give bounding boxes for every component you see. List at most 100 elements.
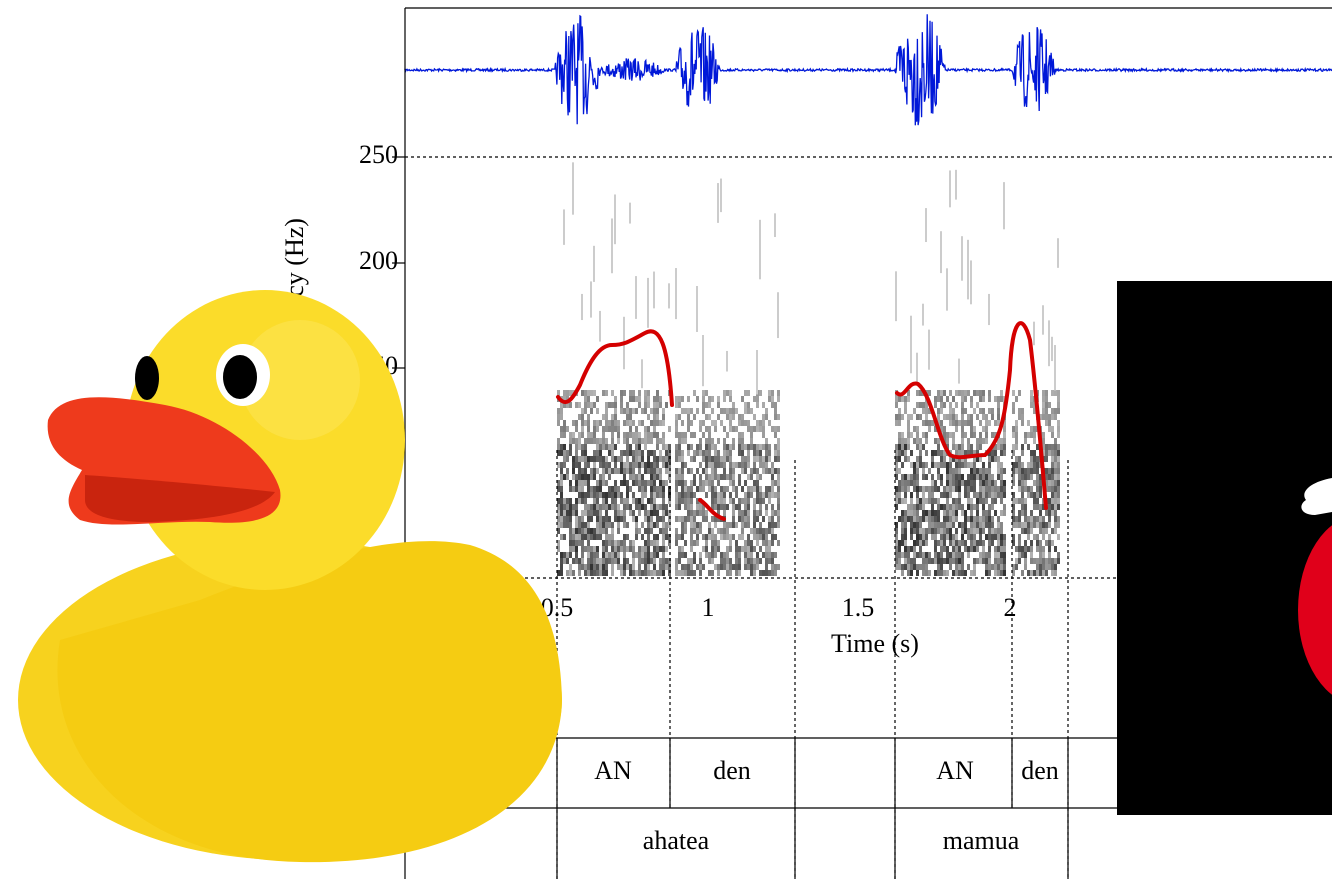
spectrogram-cell [925, 438, 928, 444]
spectrogram-cell [678, 492, 681, 498]
spectrogram-cell [735, 558, 738, 564]
spectrogram-cell [569, 540, 572, 546]
spectrogram-cell [973, 432, 976, 438]
spectrogram-cell [723, 558, 726, 564]
spectrogram-cell [1051, 432, 1054, 438]
spectrogram-cell [747, 522, 750, 528]
spectrogram-cell [678, 558, 681, 564]
spectrogram-cell [653, 546, 656, 552]
spectrogram-cell [922, 486, 925, 492]
spectrogram-cell [771, 396, 774, 402]
spectrogram-cell [729, 462, 732, 468]
spectrogram-cell [928, 558, 931, 564]
spectrogram-cell [952, 540, 955, 546]
spectrogram-cell [922, 528, 925, 534]
spectrogram-cell [759, 510, 762, 516]
spectrogram-cell [638, 474, 641, 480]
spectrogram-cell [958, 498, 961, 504]
spectrogram-cell [934, 546, 937, 552]
spectrogram-cell [985, 468, 988, 474]
spectrogram-cell [753, 564, 756, 570]
spectrogram-cell [566, 558, 569, 564]
spectrogram-cell [665, 456, 668, 462]
spectrogram-cell [759, 456, 762, 462]
spectrogram-cell [632, 552, 635, 558]
spectrogram-cell [777, 414, 780, 420]
spectrogram-cell [629, 468, 632, 474]
spectrogram-cell [662, 558, 665, 564]
spectrogram-cell [1000, 534, 1003, 540]
spectrogram-cell [720, 462, 723, 468]
spectrogram-cell [705, 450, 708, 456]
spectrogram-cell [557, 504, 560, 510]
spectrogram-cell [934, 426, 937, 432]
spectrogram-cell [1045, 570, 1048, 576]
spectrogram-cell [599, 528, 602, 534]
spectrogram-cell [641, 522, 644, 528]
spectrogram-cell [656, 408, 659, 414]
spectrogram-cell [1042, 432, 1045, 438]
spectrogram-cell [690, 570, 693, 576]
spectrogram-cell [614, 462, 617, 468]
spectrogram-cell [605, 534, 608, 540]
spectrogram-cell [1012, 564, 1015, 570]
spectrogram-cell [566, 450, 569, 456]
spectrogram-cell [994, 420, 997, 426]
spectrogram-cell [675, 450, 678, 456]
spectrogram-cell [708, 456, 711, 462]
spectrogram-cell [994, 456, 997, 462]
spectrogram-cell [1000, 564, 1003, 570]
spectrogram-cell [759, 504, 762, 510]
spectrogram-cell [665, 462, 668, 468]
spectrogram-cell [997, 402, 1000, 408]
spectrogram-cell [656, 432, 659, 438]
spectrogram-cell [768, 420, 771, 426]
spectrogram-cell [593, 570, 596, 576]
spectrogram-cell [979, 498, 982, 504]
spectrogram-cell [708, 558, 711, 564]
spectrogram-cell [720, 552, 723, 558]
spectrogram-cell [602, 528, 605, 534]
spectrogram-cell [681, 522, 684, 528]
spectrogram-cell [572, 504, 575, 510]
spectrogram-cell [1054, 390, 1057, 396]
spectrogram-cell [747, 504, 750, 510]
spectrogram-cell [578, 456, 581, 462]
spectrogram-cell [994, 480, 997, 486]
spectrogram-cell [904, 528, 907, 534]
spectrogram-cell [620, 498, 623, 504]
spectrogram-cell [696, 564, 699, 570]
spectrogram-cell [569, 528, 572, 534]
spectrogram-cell [1003, 510, 1006, 516]
spectrogram-cell [1018, 558, 1021, 564]
spectrogram-cell [699, 486, 702, 492]
spectrogram-cell [982, 414, 985, 420]
spectrogram-cell [563, 474, 566, 480]
spectrogram-cell [762, 540, 765, 546]
spectrogram-cell [1018, 498, 1021, 504]
spectrogram-cell [729, 408, 732, 414]
spectrogram-cell [1057, 426, 1060, 432]
spectrogram-cell [587, 390, 590, 396]
spectrogram-cell [934, 570, 937, 576]
spectrogram-cell [916, 390, 919, 396]
spectrogram-cell [771, 390, 774, 396]
spectrogram-cell [922, 510, 925, 516]
spectrogram-cell [1051, 444, 1054, 450]
spectrogram-cell [611, 432, 614, 438]
spectrogram-cell [958, 420, 961, 426]
spectrogram-cell [991, 432, 994, 438]
spectrogram-cell [726, 390, 729, 396]
spectrogram-cell [1003, 420, 1006, 426]
spectrogram-cell [759, 498, 762, 504]
spectrogram-cell [1021, 468, 1024, 474]
spectrogram-cell [744, 540, 747, 546]
spectrogram-cell [599, 480, 602, 486]
spectrogram-cell [943, 492, 946, 498]
spectrogram-cell [1057, 504, 1060, 510]
spectrogram-cell [605, 402, 608, 408]
spectrogram-cell [1003, 486, 1006, 492]
spectrogram-cell [949, 510, 952, 516]
spectrogram-cell [1036, 516, 1039, 522]
spectrogram-cell [641, 408, 644, 414]
